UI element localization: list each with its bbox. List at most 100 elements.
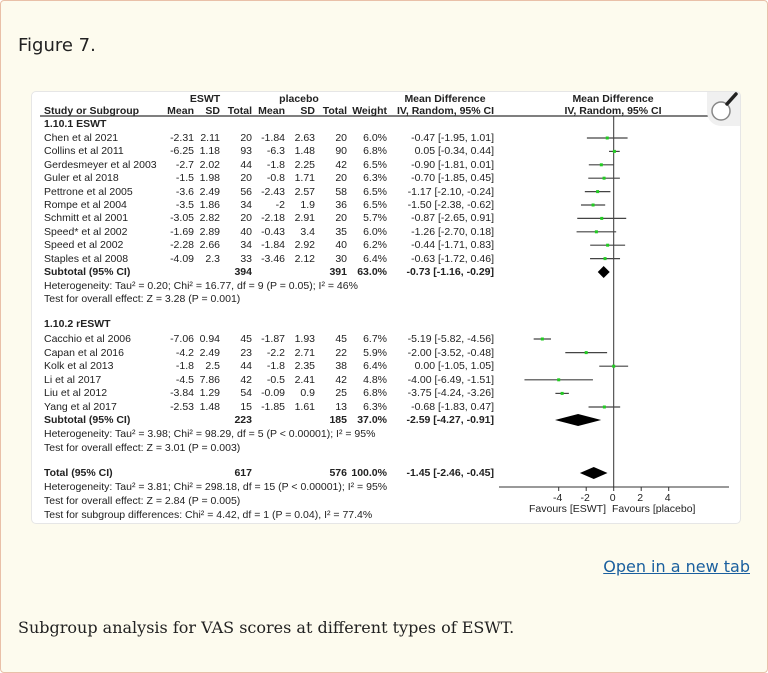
study-row-label: Guler et al 2018 bbox=[44, 172, 119, 185]
study-row-weight: 6.4% bbox=[363, 360, 387, 373]
study-row-mean1: -2.53 bbox=[170, 401, 194, 413]
x-tick-label: 4 bbox=[664, 492, 671, 504]
study-row-total2: 20 bbox=[335, 212, 347, 225]
study-row-sd1: 1.86 bbox=[199, 199, 220, 211]
subgroup-title: 1.10.1 ESWT bbox=[44, 118, 107, 130]
header-mean-difference: Mean Difference bbox=[404, 93, 486, 105]
subtotal-row-label: Subtotal (95% CI) bbox=[44, 414, 131, 426]
study-row-mean1: -1.8 bbox=[175, 360, 194, 373]
study-row-ci: -1.26 [-2.70, 0.18] bbox=[411, 225, 494, 238]
study-row-total1: 45 bbox=[240, 333, 252, 345]
study-row-ci: -0.87 [-2.65, 0.91] bbox=[411, 212, 494, 225]
study-row-mean1: -6.25 bbox=[170, 145, 194, 158]
study-row-ci: -0.44 [-1.71, 0.83] bbox=[411, 239, 494, 252]
point-estimate bbox=[584, 351, 588, 355]
study-row-label: Pettrone et al 2005 bbox=[44, 185, 133, 198]
study-row-mean1: -3.84 bbox=[170, 387, 194, 400]
study-row-weight: 6.3% bbox=[363, 401, 387, 413]
subtotal-row-total2: 391 bbox=[329, 266, 347, 278]
study-row-label: Schmitt et al 2001 bbox=[44, 212, 129, 225]
point-estimate bbox=[605, 136, 609, 140]
header-sd2: SD bbox=[300, 105, 315, 117]
study-row-mean1: -2.28 bbox=[170, 239, 194, 252]
study-row-label: Speed* et al 2002 bbox=[44, 225, 128, 238]
study-row-sd2: 1.71 bbox=[294, 172, 315, 185]
forest-plot-graphics bbox=[40, 115, 737, 491]
subtotal-row-total1: 394 bbox=[234, 266, 252, 278]
study-row-mean2: -1.84 bbox=[261, 132, 285, 144]
study-row-mean2: -2.2 bbox=[266, 346, 285, 359]
study-row-label: Speed et al 2002 bbox=[44, 239, 124, 252]
study-row-mean2: -3.46 bbox=[261, 252, 285, 265]
study-row-sd1: 2.89 bbox=[199, 225, 220, 238]
subgroup-differences-test: Test for subgroup differences: Chi² = 4.… bbox=[44, 509, 373, 521]
forest-plot: ESWT placebo Mean Difference Mean Differenc… bbox=[32, 92, 740, 523]
study-row-ci: -0.68 [-1.83, 0.47] bbox=[411, 401, 494, 413]
study-row-mean2: -1.87 bbox=[261, 333, 285, 345]
subtotal-row-total1: 223 bbox=[234, 414, 252, 426]
study-row-total1: 44 bbox=[240, 360, 252, 373]
header-total2: Total bbox=[322, 105, 347, 117]
header-ci: IV, Random, 95% CI bbox=[396, 105, 494, 117]
study-row-weight: 6.4% bbox=[363, 252, 387, 265]
study-row-ci: -1.50 [-2.38, -0.62] bbox=[407, 199, 494, 211]
header-study: Study or Subgroup bbox=[44, 105, 140, 117]
study-row-ci: -1.17 [-2.10, -0.24] bbox=[407, 185, 494, 198]
study-row-mean2: -0.43 bbox=[261, 225, 285, 238]
study-row-label: Kolk et al 2013 bbox=[44, 360, 114, 373]
subgroup-overall-effect: Test for overall effect: Z = 3.28 (P = 0… bbox=[44, 293, 241, 305]
header-mean-difference-plot: Mean Difference bbox=[572, 93, 654, 105]
study-row-sd1: 1.18 bbox=[199, 145, 220, 158]
figure-caption: Subgroup analysis for VAS scores at diff… bbox=[18, 618, 515, 637]
x-tick-label: -2 bbox=[580, 492, 590, 504]
study-row-total2: 90 bbox=[335, 145, 347, 158]
study-row-sd1: 1.29 bbox=[199, 387, 220, 400]
study-row-total1: 20 bbox=[240, 132, 252, 144]
study-row-total2: 45 bbox=[335, 333, 347, 345]
open-in-new-tab-link[interactable]: Open in a new tab bbox=[603, 557, 750, 576]
study-row-ci: -4.00 [-6.49, -1.51] bbox=[407, 373, 494, 386]
study-row-mean1: -3.05 bbox=[170, 212, 194, 225]
study-row-sd2: 2.71 bbox=[294, 346, 315, 359]
total-heterogeneity: Heterogeneity: Tau² = 3.81; Chi² = 298.1… bbox=[44, 481, 388, 493]
study-row-mean1: -4.09 bbox=[170, 252, 194, 265]
study-row-sd1: 2.66 bbox=[199, 239, 220, 252]
study-row-label: Yang et al 2017 bbox=[44, 401, 117, 413]
study-row-total1: 34 bbox=[240, 199, 252, 211]
total-row-ci: -1.45 [-2.46, -0.45] bbox=[406, 467, 494, 479]
study-row-weight: 6.0% bbox=[363, 225, 387, 238]
point-estimate bbox=[606, 243, 610, 247]
header-total1: Total bbox=[227, 105, 252, 117]
subtotal-row-ci: -2.59 [-4.27, -0.91] bbox=[406, 414, 494, 426]
study-row-ci: -3.75 [-4.24, -3.26] bbox=[407, 387, 494, 400]
subtotal-row-total2: 185 bbox=[329, 414, 347, 426]
study-row-total1: 54 bbox=[240, 387, 252, 400]
study-row-sd1: 0.94 bbox=[199, 333, 220, 345]
study-row-label: Gerdesmeyer et al 2003 bbox=[44, 158, 157, 171]
point-estimate bbox=[560, 391, 564, 395]
forest-plot-figure: ESWT placebo Mean Difference Mean Differenc… bbox=[31, 91, 741, 524]
favours-eswt-label: Favours [ESWT] bbox=[528, 503, 606, 515]
study-row-total2: 30 bbox=[335, 252, 347, 265]
study-row-sd2: 2.12 bbox=[294, 252, 315, 265]
point-estimate bbox=[602, 176, 606, 180]
study-row-weight: 5.9% bbox=[363, 346, 387, 359]
study-row-mean1: -1.69 bbox=[170, 225, 194, 238]
study-row-mean2: -2 bbox=[275, 199, 285, 211]
magnifier-icon[interactable] bbox=[707, 92, 740, 126]
study-row-weight: 6.3% bbox=[363, 172, 387, 185]
header-mean2: Mean bbox=[258, 105, 285, 117]
study-row-total2: 38 bbox=[335, 360, 347, 373]
study-row-sd2: 2.57 bbox=[294, 185, 315, 198]
figure-label: Figure 7. bbox=[18, 35, 96, 56]
pooled-diamond bbox=[579, 467, 608, 479]
study-row-total1: 56 bbox=[240, 185, 252, 198]
study-row-total2: 58 bbox=[335, 185, 347, 198]
study-row-mean2: -1.8 bbox=[266, 360, 285, 373]
study-row-total1: 23 bbox=[240, 346, 252, 359]
study-row-weight: 6.5% bbox=[363, 158, 387, 171]
study-row-label: Chen et al 2021 bbox=[44, 132, 119, 144]
study-row-sd1: 1.48 bbox=[199, 401, 220, 413]
study-row-sd2: 2.92 bbox=[294, 239, 315, 252]
total-row-total2: 576 bbox=[329, 467, 347, 479]
